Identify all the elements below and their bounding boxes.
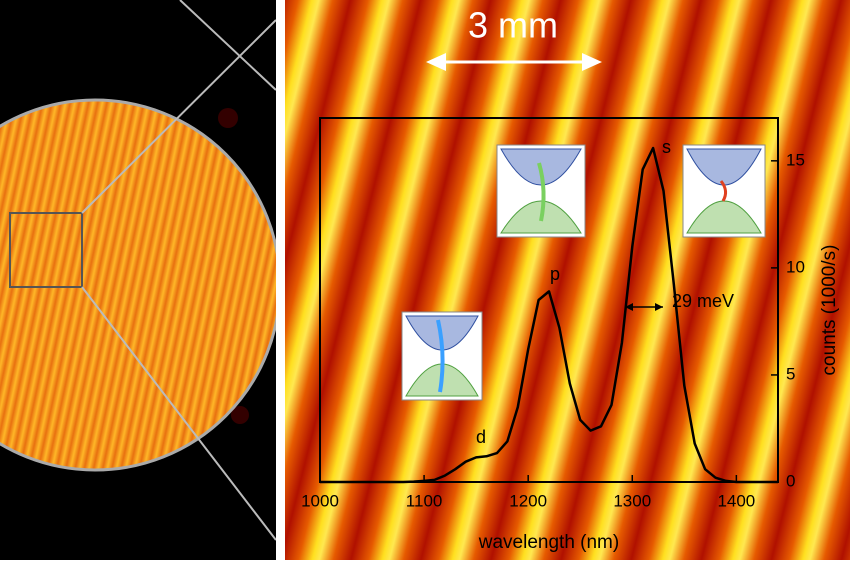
data-line <box>320 146 778 484</box>
x-axis-label: wavelength (nm) <box>478 532 619 553</box>
plot: 1000 1100 1200 1300 1400 0 5 10 15 wavelength (nm… <box>301 117 840 553</box>
y-tick-label: 5 <box>786 364 795 383</box>
y-tick-label: 0 <box>786 471 795 490</box>
annotation: p <box>550 264 560 284</box>
x-tick-label: 1200 <box>509 491 547 510</box>
annotation: d <box>476 427 486 447</box>
x-tick-label: 1300 <box>613 491 651 510</box>
annotation: 29 meV <box>672 291 734 311</box>
inset-p <box>496 144 586 238</box>
scale-bar: 3 mm <box>426 5 602 71</box>
plot-frame <box>319 117 779 483</box>
y-tick-label: 15 <box>786 150 805 169</box>
divider <box>276 0 285 560</box>
wafer-panel <box>0 0 276 560</box>
x-tick-label: 1400 <box>717 491 755 510</box>
y-axis-label: counts (1000/s) <box>819 245 840 376</box>
annotation: s <box>662 137 671 157</box>
zoom-panel <box>285 0 850 560</box>
x-tick-label: 1100 <box>406 491 443 510</box>
x-tick-label: 1000 <box>301 491 339 510</box>
inset-d <box>401 311 483 401</box>
y-tick-label: 10 <box>786 257 805 276</box>
fwhm-arrowheads <box>625 303 663 311</box>
inset-s <box>682 144 766 238</box>
scale-bar-label: 3 mm <box>468 5 558 46</box>
